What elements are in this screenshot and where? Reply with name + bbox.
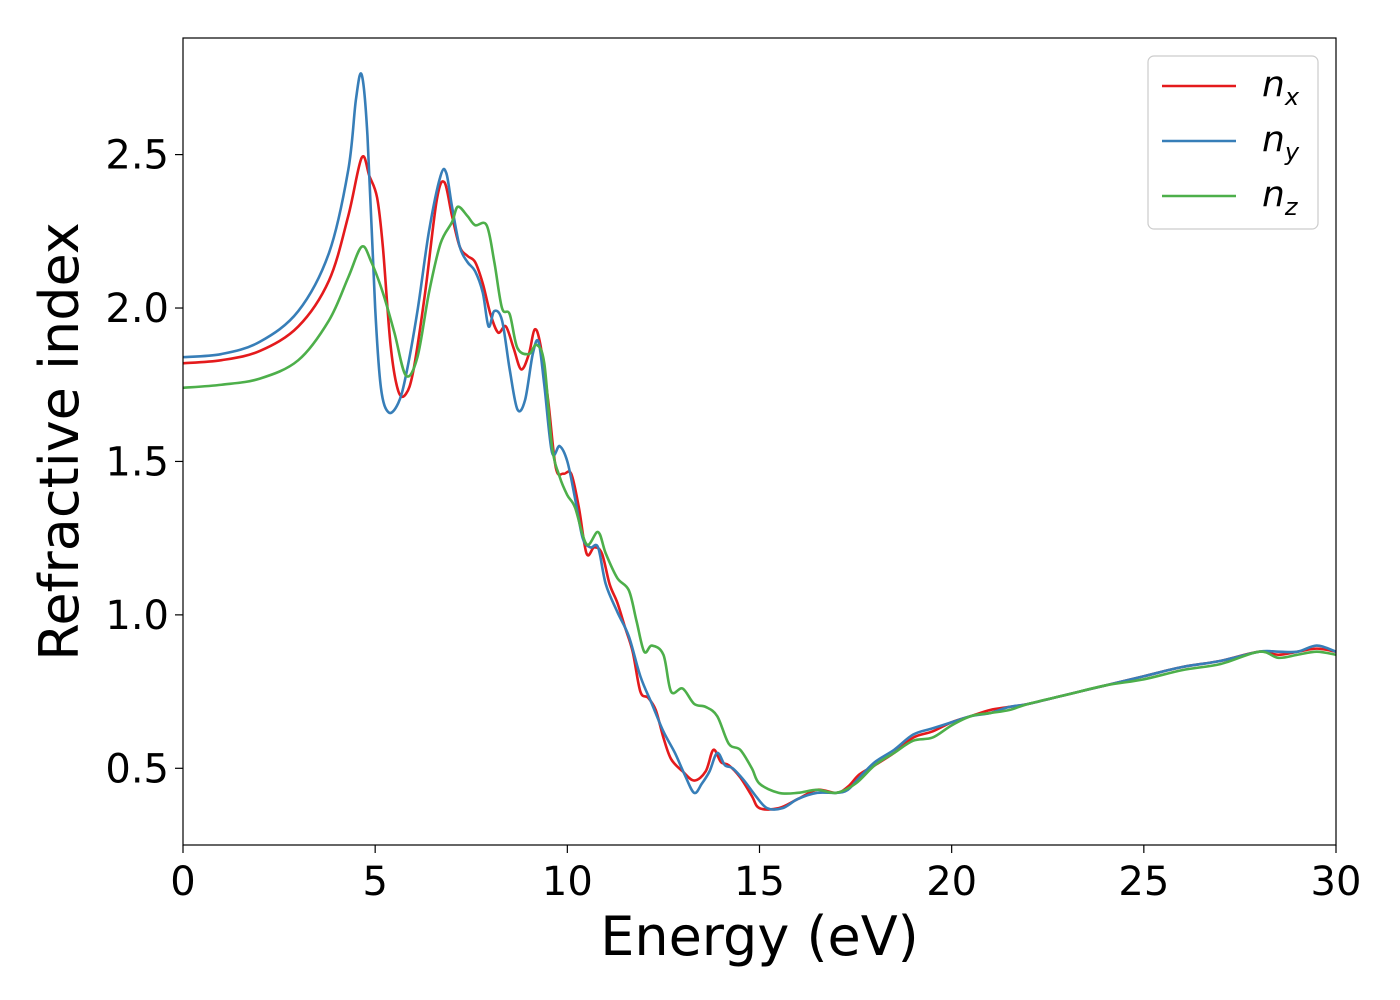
x-tick-label: 25 — [1118, 859, 1169, 905]
legend-box — [1147, 55, 1319, 230]
series-line-y — [183, 72, 1336, 811]
y-tick-label: 0.5 — [105, 746, 169, 792]
y-axis-title: Refractive index — [28, 222, 91, 661]
x-tick-label: 20 — [926, 859, 977, 905]
x-tick-label: 30 — [1311, 859, 1362, 905]
x-tick-label: 0 — [170, 859, 195, 905]
x-tick-label: 10 — [542, 859, 593, 905]
series-layer — [183, 72, 1336, 811]
x-axis: 0 5 10 15 20 25 30 — [170, 845, 1361, 905]
x-axis-title: Energy (eV) — [600, 905, 919, 968]
y-tick-label: 2.0 — [105, 286, 169, 332]
y-tick-label: 1.5 — [105, 439, 169, 485]
y-tick-label: 1.0 — [105, 593, 169, 639]
legend-label-z: nz — [1262, 174, 1299, 221]
x-tick-label: 5 — [362, 859, 387, 905]
x-tick-label: 15 — [734, 859, 785, 905]
y-axis: 0.5 1.0 1.5 2.0 2.5 — [105, 133, 183, 792]
legend: nx ny nz — [1147, 55, 1319, 230]
series-line-z — [183, 205, 1336, 795]
y-tick-label: 2.5 — [105, 133, 169, 179]
legend-label-y: ny — [1262, 119, 1300, 166]
legend-label-x: nx — [1262, 64, 1300, 111]
